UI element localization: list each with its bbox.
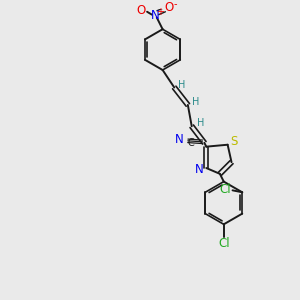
Text: +: + [156, 7, 164, 17]
Text: Cl: Cl [219, 183, 231, 196]
Text: N: N [175, 134, 184, 146]
Text: C: C [188, 138, 194, 148]
Text: Cl: Cl [218, 237, 230, 250]
Text: N: N [195, 164, 204, 176]
Text: -: - [173, 0, 177, 9]
Text: N: N [151, 9, 159, 22]
Text: H: H [197, 118, 204, 128]
Text: O: O [165, 2, 174, 14]
Text: O: O [136, 4, 146, 17]
Text: H: H [192, 97, 199, 107]
Text: H: H [178, 80, 186, 89]
Text: S: S [231, 135, 238, 148]
